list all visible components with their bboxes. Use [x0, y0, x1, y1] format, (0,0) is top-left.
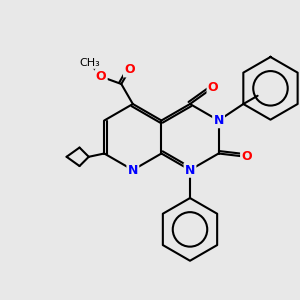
Text: O: O — [124, 63, 135, 76]
Text: N: N — [128, 164, 138, 176]
Text: O: O — [241, 150, 252, 163]
Text: O: O — [208, 81, 218, 94]
Text: CH₃: CH₃ — [79, 58, 100, 68]
Text: O: O — [96, 70, 106, 83]
Text: N: N — [213, 114, 224, 127]
Text: N: N — [185, 164, 195, 176]
